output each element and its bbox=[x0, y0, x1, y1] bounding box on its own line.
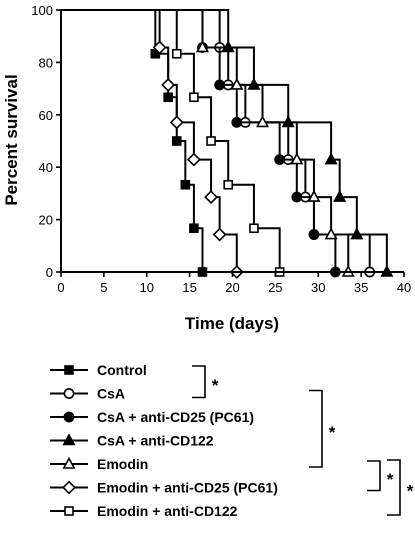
series-point bbox=[189, 92, 199, 103]
significance-star: * bbox=[387, 470, 394, 489]
series-point bbox=[324, 152, 338, 165]
series-point bbox=[186, 152, 201, 167]
series-4 bbox=[61, 9, 355, 277]
legend-item: Emodin + anti-CD122 bbox=[50, 503, 238, 519]
series-point bbox=[171, 136, 182, 146]
legend-item: Emodin + anti-CD25 (PC61) bbox=[50, 480, 278, 496]
legend-label: Emodin + anti-CD25 (PC61) bbox=[97, 480, 278, 496]
bracket-line bbox=[309, 389, 323, 468]
y-tick-label: 80 bbox=[39, 55, 53, 70]
x-tick-label: 0 bbox=[57, 280, 64, 295]
series-3 bbox=[61, 9, 394, 277]
y-tick-label: 20 bbox=[39, 213, 53, 228]
legend-marker bbox=[64, 506, 74, 516]
series-point bbox=[152, 40, 167, 55]
legend-item: CsA bbox=[50, 386, 125, 402]
series-point bbox=[214, 79, 226, 91]
legend-marker bbox=[63, 411, 75, 423]
series-point bbox=[324, 227, 338, 240]
x-tick-label: 5 bbox=[100, 280, 107, 295]
series-point bbox=[223, 179, 234, 190]
legend-marker bbox=[64, 365, 74, 375]
bracket-line bbox=[387, 459, 401, 516]
x-tick-label: 15 bbox=[182, 280, 196, 295]
series-0 bbox=[61, 9, 208, 277]
series-point bbox=[206, 136, 216, 146]
y-tick-label: 0 bbox=[46, 265, 53, 280]
legend-label: CsA + anti-CD122 bbox=[97, 433, 214, 449]
x-axis-title: Time (days) bbox=[185, 314, 279, 333]
series-point bbox=[163, 92, 173, 103]
x-tick-label: 35 bbox=[354, 280, 368, 295]
series-point bbox=[333, 189, 347, 202]
series-point bbox=[212, 227, 227, 242]
legend-label: Emodin bbox=[97, 456, 148, 472]
plot-area bbox=[61, 9, 394, 279]
legend: Control CsA CsA + anti-CD25 (PC61) CsA + an… bbox=[50, 362, 278, 519]
y-tick-label: 60 bbox=[39, 108, 53, 123]
legend-marker bbox=[63, 388, 75, 399]
legend-item: Emodin bbox=[50, 456, 148, 472]
bracket-line bbox=[367, 460, 381, 492]
significance-star: * bbox=[212, 376, 219, 395]
significance-bracket: * bbox=[309, 389, 336, 468]
legend-marker bbox=[62, 456, 76, 469]
y-axis-title: Percent survival bbox=[2, 74, 21, 205]
x-tick-label: 25 bbox=[268, 280, 282, 295]
legend-item: Control bbox=[50, 362, 147, 378]
series-point bbox=[255, 115, 270, 128]
series-point bbox=[171, 48, 182, 59]
legend-label: CsA + anti-CD25 (PC61) bbox=[97, 409, 254, 425]
series-point bbox=[308, 229, 320, 240]
series-point bbox=[307, 189, 321, 202]
series-point bbox=[290, 152, 304, 165]
legend-label: CsA bbox=[97, 386, 125, 402]
significance-bracket: * bbox=[387, 459, 414, 516]
series-line bbox=[61, 9, 350, 272]
y-tick-label: 40 bbox=[39, 160, 53, 175]
legend-label: Emodin + anti-CD122 bbox=[97, 503, 238, 519]
significance-star: * bbox=[407, 482, 414, 501]
series-point bbox=[231, 116, 243, 128]
legend-item: CsA + anti-CD25 (PC61) bbox=[50, 409, 254, 425]
x-tick-label: 30 bbox=[311, 280, 325, 295]
axes: 0 5 10 15 20 25 30 35 40 0 20 40 60 80 100 bbox=[31, 3, 411, 295]
bracket-line bbox=[192, 365, 206, 399]
series-line bbox=[61, 9, 281, 272]
series-point bbox=[350, 227, 364, 240]
series-point bbox=[161, 78, 176, 92]
legend-marker bbox=[62, 433, 76, 446]
significance-star: * bbox=[329, 423, 336, 442]
series-point bbox=[180, 179, 191, 190]
series-point bbox=[169, 115, 184, 130]
legend-item: CsA + anti-CD122 bbox=[50, 433, 214, 449]
x-tick-label: 20 bbox=[225, 280, 239, 295]
series-point bbox=[291, 191, 303, 203]
x-tick-label: 40 bbox=[397, 280, 411, 295]
significance-bracket: * bbox=[192, 365, 219, 399]
x-tick-label: 10 bbox=[140, 280, 154, 295]
legend-marker bbox=[62, 480, 76, 495]
significance-bracket: * bbox=[367, 460, 394, 492]
legend-label: Control bbox=[97, 362, 147, 378]
y-tick-label: 100 bbox=[31, 3, 53, 18]
series-point bbox=[274, 154, 286, 166]
significance-brackets: * * * * bbox=[192, 365, 414, 516]
series-point bbox=[230, 77, 244, 90]
series-point bbox=[195, 40, 210, 53]
series-point bbox=[189, 223, 199, 234]
series-point bbox=[204, 190, 218, 204]
series-point bbox=[249, 223, 259, 234]
